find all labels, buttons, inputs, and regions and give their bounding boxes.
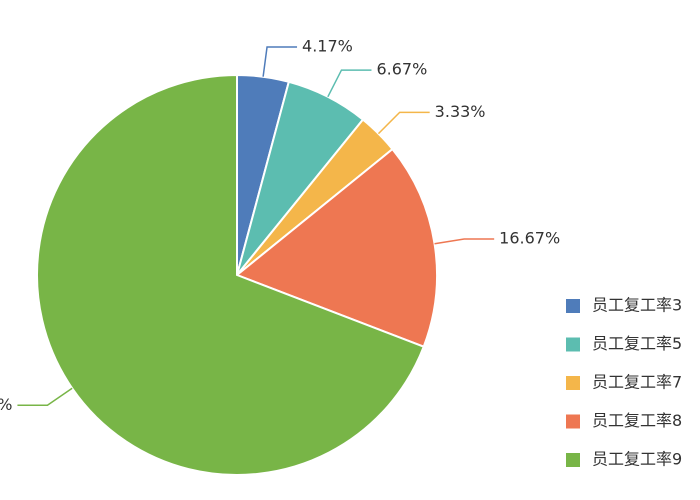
legend-swatch	[566, 299, 580, 313]
legend-label: 员工复工率8	[592, 411, 682, 430]
legend-label: 员工复工率5	[592, 334, 682, 353]
leader-line	[434, 238, 495, 245]
legend-swatch	[566, 414, 580, 429]
data-label: 3.33%	[435, 102, 486, 121]
leader-line	[327, 69, 372, 98]
legend-swatch	[566, 376, 580, 390]
data-label: 6.67%	[376, 60, 427, 79]
data-label: 4.17%	[302, 36, 353, 55]
leader-line	[17, 387, 73, 407]
legend-label: 员工复工率7	[592, 373, 682, 392]
pie-slice	[36, 73, 425, 476]
legend-label: 员工复工率3	[592, 296, 682, 315]
leader-line	[377, 111, 430, 135]
leader-line	[262, 46, 298, 77]
legend-label: 员工复工率9	[592, 450, 682, 469]
data-label: 69.17%	[0, 395, 12, 414]
legend-swatch	[566, 337, 580, 352]
data-label: 16.67%	[499, 229, 560, 248]
pie-slice	[235, 147, 438, 349]
legend-swatch	[566, 453, 580, 467]
